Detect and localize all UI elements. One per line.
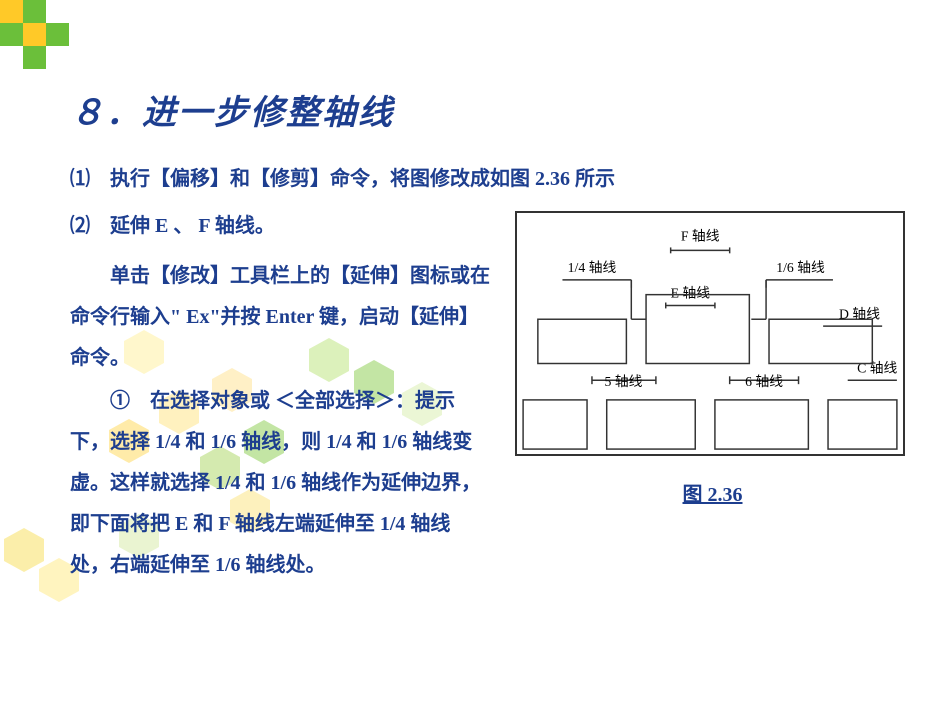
svg-text:6 轴线: 6 轴线 [745,374,783,389]
logo-square [23,23,46,46]
svg-text:E 轴线: E 轴线 [671,286,711,301]
right-figure-column: F 轴线1/4 轴线1/6 轴线E 轴线D 轴线C 轴线5 轴线6 轴线 图 2… [490,209,910,586]
figure-2-36: F 轴线1/4 轴线1/6 轴线E 轴线D 轴线C 轴线5 轴线6 轴线 [515,211,905,456]
slide-title: ８．进一步修整轴线 [70,85,910,134]
logo-square [0,0,23,23]
svg-text:1/4 轴线: 1/4 轴线 [568,260,617,275]
corner-logo [0,0,70,70]
step-2: ⑵ 延伸 E 、 F 轴线。 [70,209,490,238]
slide-content: ８．进一步修整轴线 ⑴ 执行【偏移】和【修剪】命令，将图修改成如图 2.36 所… [70,85,910,586]
body-para-2: ① 在选择对象或 ＜全部选择＞：提示下，选择 1/4 和 1/6 轴线，则 1/… [70,381,490,586]
left-text-column: ⑵ 延伸 E 、 F 轴线。 单击【修改】工具栏上的【延伸】图标或在命令行输入"… [70,209,490,586]
svg-text:C 轴线: C 轴线 [857,360,897,375]
logo-square [23,0,46,23]
body-para-1: 单击【修改】工具栏上的【延伸】图标或在命令行输入" Ex"并按 Enter 键，… [70,256,490,379]
logo-square [0,23,23,46]
logo-square [23,46,46,69]
logo-square [46,23,69,46]
svg-text:5 轴线: 5 轴线 [605,374,643,389]
step-1: ⑴ 执行【偏移】和【修剪】命令，将图修改成如图 2.36 所示 [70,162,910,191]
figure-caption: 图 2.36 [515,478,910,507]
svg-text:1/6 轴线: 1/6 轴线 [776,260,825,275]
svg-text:F 轴线: F 轴线 [681,229,720,244]
axis-diagram: F 轴线1/4 轴线1/6 轴线E 轴线D 轴线C 轴线5 轴线6 轴线 [517,213,903,454]
bottom-band [0,700,950,713]
